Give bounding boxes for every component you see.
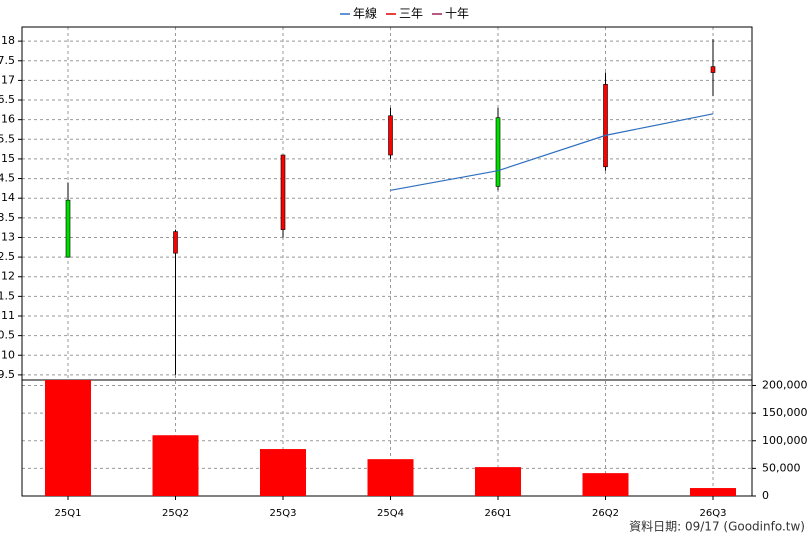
volume-bar	[367, 459, 414, 496]
x-tick-label: 25Q1	[55, 508, 82, 519]
y2-tick-label: 150,000	[762, 406, 808, 419]
x-tick-label: 25Q4	[377, 508, 404, 519]
y-tick-label: 5.5	[0, 132, 15, 145]
y-tick-label: 2.5	[0, 250, 15, 263]
y-tick-label: 15	[1, 152, 15, 165]
y-tick-label: 4.5	[0, 172, 15, 185]
legend-label: 十年	[445, 7, 469, 21]
x-tick-label: 26Q2	[592, 508, 619, 519]
y-tick-label: 10	[1, 348, 15, 361]
y-tick-label: 18	[1, 34, 15, 47]
y-tick-label: 0.5	[0, 329, 15, 342]
candle-body	[173, 231, 178, 254]
y-tick-label: 3.5	[0, 211, 15, 224]
volume-bar	[260, 449, 306, 496]
y-tick-label: 9.5	[0, 368, 15, 381]
candle-body	[388, 115, 393, 156]
y-tick-label: 16	[1, 113, 15, 126]
legend-label: 三年	[399, 7, 423, 21]
y-tick-label: 11	[1, 309, 15, 322]
x-tick-label: 25Q2	[162, 508, 189, 519]
x-tick-label: 26Q3	[700, 508, 727, 519]
candle-body	[65, 199, 71, 258]
y2-tick-label: 100,000	[762, 434, 808, 447]
y2-tick-label: 0	[762, 489, 769, 502]
series-line	[390, 113, 714, 191]
y2-tick-label: 50,000	[762, 461, 801, 474]
y-tick-label: 14	[1, 191, 15, 204]
y-tick-label: 17	[1, 73, 15, 86]
candle-body	[710, 66, 716, 73]
y-tick-label: 1.5	[0, 289, 15, 302]
volume-bar	[45, 380, 91, 496]
y2-tick-label: 200,000	[762, 379, 808, 392]
volume-bar	[582, 473, 629, 496]
x-tick-label: 26Q1	[485, 508, 512, 519]
candle-body	[280, 154, 286, 230]
volume-bar	[152, 435, 199, 496]
y-tick-label: 12	[1, 270, 15, 283]
candle-body	[495, 117, 501, 187]
y-tick-label: 13	[1, 230, 15, 243]
x-tick-label: 25Q3	[270, 508, 297, 519]
candle-body	[603, 84, 608, 168]
volume-bar	[475, 467, 521, 496]
y-tick-label: 6.5	[0, 93, 15, 106]
y-tick-label: 7.5	[0, 54, 15, 67]
footer: 資料日期: 09/17 (Goodinfo.tw)	[629, 520, 805, 534]
volume-bar	[690, 488, 736, 496]
legend-label: 年線	[353, 6, 377, 21]
